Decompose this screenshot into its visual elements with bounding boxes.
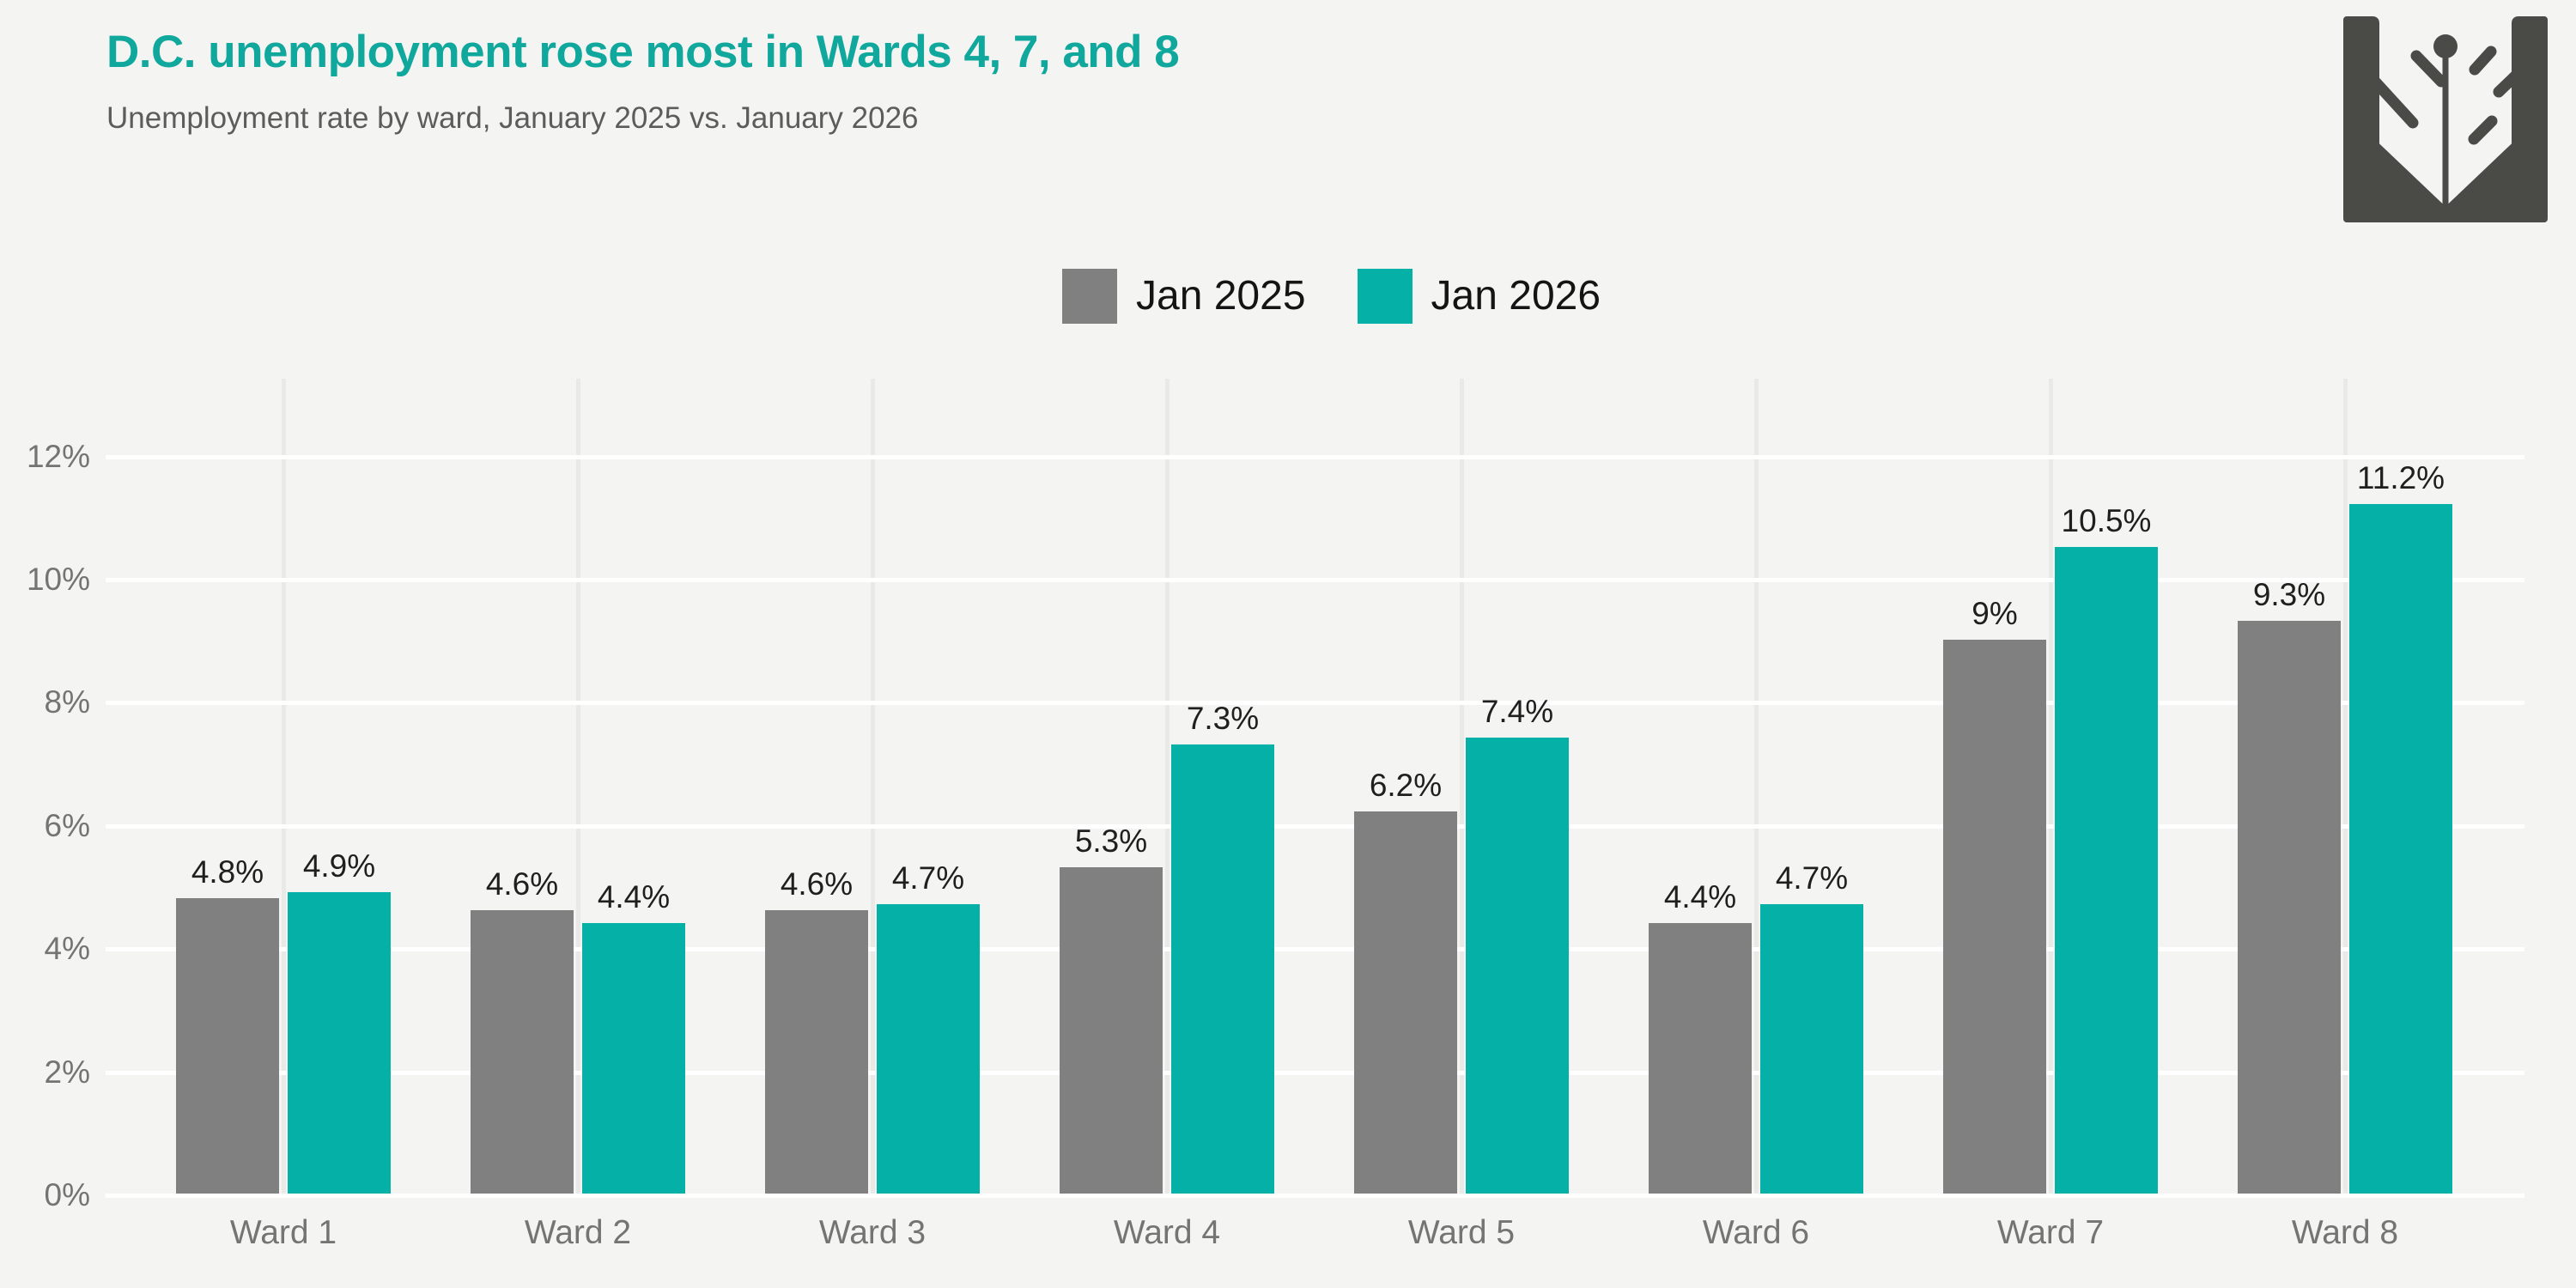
bar-jan-2026 xyxy=(1760,904,1863,1194)
bar-value-label: 4.4% xyxy=(1663,879,1737,914)
horizontal-gridline xyxy=(106,578,2524,582)
horizontal-gridline xyxy=(106,1071,2524,1075)
bar-value-label: 4.6% xyxy=(485,866,559,902)
bar-value-label: 9% xyxy=(1971,596,2018,631)
bar-value-label: 7.4% xyxy=(1480,694,1554,729)
bar-value-label: 10.5% xyxy=(2061,503,2152,538)
y-axis-tick-label: 0% xyxy=(44,1177,90,1212)
bar-value-label: 7.3% xyxy=(1186,701,1260,736)
bar-jan-2025 xyxy=(2238,621,2341,1194)
bar-jan-2026 xyxy=(877,904,980,1194)
bar-jan-2025 xyxy=(765,910,868,1194)
bar-value-label: 4.4% xyxy=(597,879,671,914)
y-axis-tick-label: 4% xyxy=(44,931,90,967)
legend-swatch-jan-2025 xyxy=(1062,269,1117,324)
vertical-gridline xyxy=(576,379,580,1194)
horizontal-gridline xyxy=(106,701,2524,705)
y-axis-tick-label: 8% xyxy=(44,684,90,720)
bar-jan-2025 xyxy=(1060,867,1163,1194)
x-axis-category-label: Ward 6 xyxy=(1702,1214,1810,1251)
chart-legend: Jan 2025 Jan 2026 xyxy=(1062,269,1601,324)
x-axis-category-label: Ward 2 xyxy=(524,1214,632,1251)
x-axis-category-label: Ward 1 xyxy=(229,1214,337,1251)
quill-logo-icon xyxy=(2343,16,2548,222)
horizontal-gridline xyxy=(106,455,2524,459)
bar-jan-2025 xyxy=(1649,923,1752,1194)
vertical-gridline xyxy=(1165,379,1170,1194)
plot-area: 4.8% 4.6% 4.6% 5.3% 6.2% 4.4% 9% 9.3% 4.9% 4.4% 4.… xyxy=(106,379,2524,1198)
bar-jan-2025 xyxy=(471,910,574,1194)
bar-jan-2025 xyxy=(1943,640,2046,1194)
horizontal-gridline xyxy=(106,824,2524,829)
y-axis-tick-label: 6% xyxy=(44,807,90,843)
horizontal-gridline xyxy=(106,1194,2524,1198)
bar-value-label: 4.8% xyxy=(191,854,264,890)
bar-value-label: 4.9% xyxy=(302,848,376,884)
legend-label: Jan 2025 xyxy=(1136,273,1306,319)
bar-jan-2025 xyxy=(176,898,279,1194)
y-axis-tick-label: 12% xyxy=(26,438,90,474)
x-axis-category-label: Ward 3 xyxy=(818,1214,927,1251)
bar-jan-2026 xyxy=(582,923,685,1194)
y-axis-tick-label: 2% xyxy=(44,1054,90,1090)
vertical-gridline xyxy=(1754,379,1759,1194)
x-axis-category-label: Ward 7 xyxy=(1996,1214,2105,1251)
bar-jan-2026 xyxy=(2349,504,2452,1194)
y-axis-tick-label: 10% xyxy=(26,562,90,597)
legend-swatch-jan-2026 xyxy=(1357,269,1413,324)
bar-jan-2026 xyxy=(2055,547,2158,1194)
bar-value-label: 4.7% xyxy=(891,860,965,896)
bar-value-label: 4.7% xyxy=(1775,860,1849,896)
bar-value-label: 9.3% xyxy=(2252,577,2326,612)
x-axis-category-label: Ward 5 xyxy=(1407,1214,1516,1251)
horizontal-gridline xyxy=(106,947,2524,951)
vertical-gridline xyxy=(871,379,875,1194)
vertical-gridline xyxy=(2343,379,2348,1194)
page-title: D.C. unemployment rose most in Wards 4, … xyxy=(106,27,1180,77)
bar-value-label: 4.6% xyxy=(780,866,854,902)
x-axis-category-label: Ward 4 xyxy=(1113,1214,1221,1251)
x-axis-category-label: Ward 8 xyxy=(2291,1214,2399,1251)
bar-jan-2026 xyxy=(1171,744,1274,1194)
page-subtitle: Unemployment rate by ward, January 2025 … xyxy=(106,101,919,135)
bar-value-label: 11.2% xyxy=(2356,460,2445,495)
legend-label: Jan 2026 xyxy=(1431,273,1601,319)
bar-value-label: 5.3% xyxy=(1074,823,1148,859)
bar-jan-2026 xyxy=(288,892,391,1194)
bar-jan-2026 xyxy=(1466,738,1569,1194)
bar-value-label: 6.2% xyxy=(1369,768,1443,803)
vertical-gridline xyxy=(2049,379,2053,1194)
vertical-gridline xyxy=(282,379,286,1194)
bar-jan-2025 xyxy=(1354,811,1457,1194)
vertical-gridline xyxy=(1460,379,1464,1194)
